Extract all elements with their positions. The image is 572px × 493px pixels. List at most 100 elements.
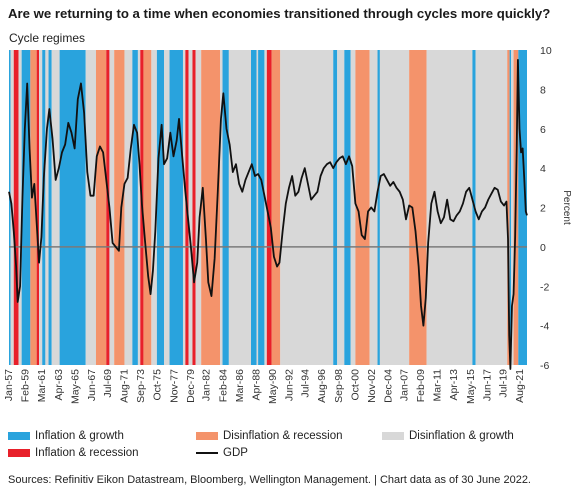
legend-label: Inflation & recession xyxy=(35,447,139,459)
regime-band-disinflation-growth xyxy=(151,50,157,365)
x-tick-label: Dec-79 xyxy=(185,369,197,403)
x-tick-label: Dec-04 xyxy=(383,369,395,403)
regime-band-disinflation-growth xyxy=(39,50,43,365)
regime-band-inflation-growth xyxy=(42,50,46,365)
regime-band-disinflation-recession xyxy=(95,50,107,365)
y-tick-label: 0 xyxy=(540,242,546,254)
x-axis: Jan-57 Feb-59 Mar-61 Apr-63 May-65 Jun-67 Jul-… xyxy=(3,369,526,404)
x-tick-label: Jan-57 xyxy=(3,369,15,401)
legend-label: Disinflation & recession xyxy=(223,430,343,442)
legend: Inflation & growth Disinflation & recess… xyxy=(0,426,572,466)
x-tick-label: Oct-75 xyxy=(152,369,164,401)
regime-band-disinflation-growth xyxy=(426,50,473,365)
legend-item-disinflation-growth: Disinflation & growth xyxy=(382,430,514,442)
chart: Cycle regimes -6 -4 -2 0 2 4 6 8 10 Jan-57 Feb-59… xyxy=(3,31,572,404)
legend-item-gdp: GDP xyxy=(196,447,248,459)
x-tick-label: Feb-59 xyxy=(20,369,32,402)
regime-band-inflation-growth xyxy=(509,50,512,365)
regime-band-inflation-recession xyxy=(192,50,196,365)
x-tick-label: May-90 xyxy=(267,369,279,404)
legend-item-disinflation-recession: Disinflation & recession xyxy=(196,430,343,442)
regime-band-disinflation-growth xyxy=(188,50,193,365)
regime-band-inflation-growth xyxy=(21,50,31,365)
regime-band-disinflation-recession xyxy=(201,50,221,365)
source-note: Sources: Refinitiv Eikon Datastream, Blo… xyxy=(8,474,531,486)
regime-band-inflation-growth xyxy=(518,50,527,365)
legend-swatch-line xyxy=(196,452,218,454)
x-tick-label: Jan-07 xyxy=(398,369,410,401)
x-tick-label: Feb-84 xyxy=(217,369,229,402)
regime-band-disinflation-growth xyxy=(109,50,115,365)
x-tick-label: Jun-17 xyxy=(482,369,494,401)
regime-band-disinflation-growth xyxy=(51,50,60,365)
regime-band-inflation-growth xyxy=(377,50,380,365)
x-tick-label: Jun-67 xyxy=(86,369,98,401)
x-tick-label: Oct-00 xyxy=(349,369,361,401)
legend-label: Disinflation & growth xyxy=(409,430,514,442)
regime-band-disinflation-growth xyxy=(85,50,96,365)
regime-band-disinflation-growth xyxy=(475,50,508,365)
regime-band-disinflation-growth xyxy=(256,50,259,365)
x-tick-label: Nov-77 xyxy=(168,369,180,403)
legend-swatch xyxy=(8,449,30,457)
regime-band-disinflation-growth xyxy=(18,50,22,365)
x-tick-label: Mar-86 xyxy=(234,369,246,402)
regime-band-inflation-growth xyxy=(59,50,86,365)
regime-band-inflation-recession xyxy=(266,50,272,365)
regime-band-disinflation-recession xyxy=(30,50,37,365)
x-tick-label: Jul-19 xyxy=(497,369,509,398)
regime-band-inflation-growth xyxy=(48,50,52,365)
x-tick-label: Sep-73 xyxy=(135,369,147,403)
legend-swatch xyxy=(382,432,404,440)
x-tick-label: Apr-13 xyxy=(448,369,460,401)
legend-item-inflation-recession: Inflation & recession xyxy=(8,447,139,459)
regime-band-inflation-growth xyxy=(344,50,351,365)
x-tick-label: May-65 xyxy=(69,369,81,404)
legend-swatch xyxy=(8,432,30,440)
regime-band-disinflation-growth xyxy=(124,50,133,365)
regime-band-disinflation-growth xyxy=(337,50,345,365)
y-tick-label: 2 xyxy=(540,203,546,215)
regime-band-inflation-growth xyxy=(251,50,257,365)
y-tick-label: 6 xyxy=(540,124,546,136)
x-tick-label: Jul-69 xyxy=(102,369,114,398)
regime-band-inflation-growth xyxy=(222,50,229,365)
x-tick-label: Apr-63 xyxy=(53,369,65,401)
y-tick-label: -2 xyxy=(540,281,549,293)
legend-label: Inflation & growth xyxy=(35,430,124,442)
regime-band-disinflation-growth xyxy=(369,50,378,365)
regime-band-inflation-growth xyxy=(156,50,165,365)
y-tick-label: -4 xyxy=(540,321,549,333)
regime-band-disinflation-recession xyxy=(143,50,152,365)
regime-band-disinflation-growth xyxy=(164,50,170,365)
regime-band-disinflation-growth xyxy=(137,50,141,365)
regime-band-inflation-growth xyxy=(258,50,265,365)
legend-label: GDP xyxy=(223,447,248,459)
regime-band-inflation-growth xyxy=(132,50,138,365)
gdp-line xyxy=(8,58,528,370)
regime-band-disinflation-growth xyxy=(220,50,223,365)
regime-band-disinflation-growth xyxy=(280,50,334,365)
y-tick-label: -6 xyxy=(540,360,549,372)
regime-band-disinflation-recession xyxy=(355,50,370,365)
regime-band-disinflation-recession xyxy=(114,50,125,365)
page-title: Are we returning to a time when economie… xyxy=(8,6,551,21)
x-tick-label: Aug-71 xyxy=(119,369,131,403)
x-tick-label: Feb-09 xyxy=(415,369,427,402)
y-tick-label: 4 xyxy=(540,163,546,175)
x-tick-label: May-15 xyxy=(465,369,477,404)
regime-band-inflation-growth xyxy=(333,50,338,365)
y-axis: -6 -4 -2 0 2 4 6 8 10 xyxy=(540,45,552,372)
x-tick-label: Jan-82 xyxy=(201,369,213,401)
x-tick-label: Jun-92 xyxy=(284,369,296,401)
x-tick-label: Aug-96 xyxy=(316,369,328,403)
legend-swatch xyxy=(196,432,218,440)
regime-band-disinflation-growth xyxy=(264,50,267,365)
regime-band-inflation-recession xyxy=(106,50,110,365)
x-tick-label: Mar-11 xyxy=(432,369,444,402)
x-tick-label: Sep-98 xyxy=(333,369,345,403)
regime-band-inflation-recession xyxy=(13,50,19,365)
regime-band-inflation-growth xyxy=(9,50,11,365)
regime-band-disinflation-recession xyxy=(409,50,427,365)
x-tick-label: Jul-94 xyxy=(300,369,312,398)
